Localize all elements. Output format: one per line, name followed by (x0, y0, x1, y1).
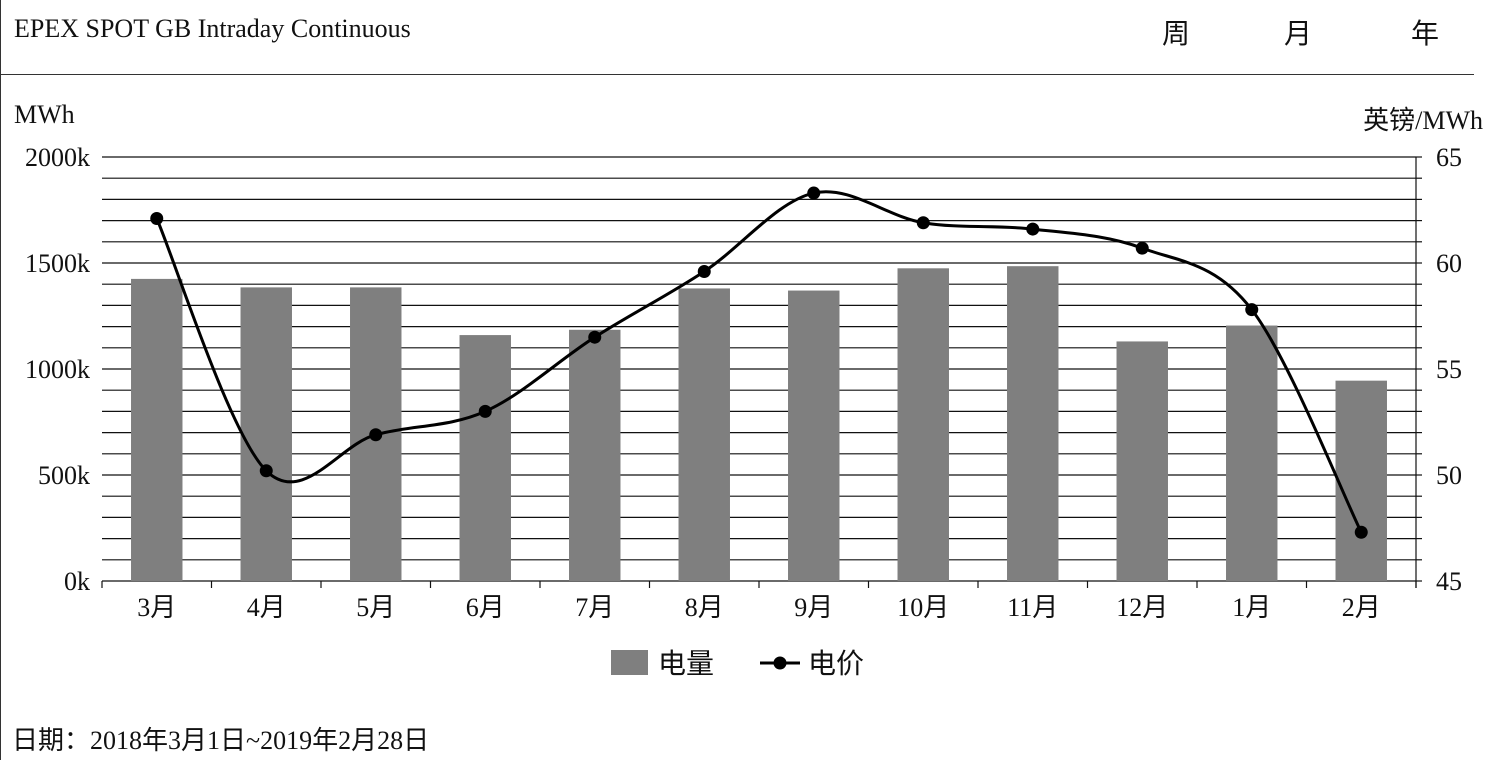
price-point (588, 330, 602, 344)
price-point (1026, 222, 1040, 236)
panel-left-border (0, 0, 1, 760)
right-tick-label: 45 (1436, 567, 1462, 596)
price-point (807, 186, 821, 200)
right-tick-label: 55 (1436, 355, 1462, 384)
price-point (1245, 303, 1259, 317)
right-tick-label: 50 (1436, 461, 1462, 490)
tab-year[interactable]: 年 (1410, 19, 1439, 50)
date-range: 日期：2018年3月1日~2019年2月28日 (12, 726, 430, 755)
tab-week[interactable]: 周 (1161, 19, 1190, 50)
bar (1226, 325, 1278, 581)
left-tick-label: 2000k (25, 143, 90, 172)
x-tick-label: 1月 (1232, 593, 1271, 622)
left-tick-label: 1000k (25, 355, 90, 384)
bar (569, 329, 621, 581)
x-tick-label: 2月 (1342, 593, 1381, 622)
legend-marker-price (773, 656, 787, 670)
price-point (916, 216, 930, 230)
price-line (155, 190, 1363, 533)
bar (459, 335, 511, 581)
bar (1116, 341, 1168, 581)
bar (240, 287, 292, 581)
x-tick-label: 10月 (897, 593, 949, 622)
bar (131, 278, 183, 581)
left-axis-unit: MWh (14, 100, 75, 129)
legend-label-volume: 电量 (658, 648, 714, 680)
x-tick-label: 5月 (356, 593, 395, 622)
x-tick-label: 6月 (466, 593, 505, 622)
price-point (150, 211, 164, 225)
x-tick-label: 7月 (575, 593, 614, 622)
left-tick-label: 0k (64, 567, 90, 596)
legend: 电量 电价 (611, 648, 864, 680)
bar (897, 268, 949, 581)
price-point (1135, 241, 1149, 255)
chart-svg: 0k 500k 1000k 1500k 2000k 45 50 55 60 65 3月 4月 5月 6月 7… (25, 143, 1462, 680)
right-tick-label: 65 (1436, 143, 1462, 172)
gridlines (102, 156, 1416, 582)
bar (788, 290, 840, 581)
legend-swatch-volume (611, 650, 648, 675)
left-tick-label: 500k (38, 461, 90, 490)
x-tick-label: 9月 (794, 593, 833, 622)
x-tick-label: 4月 (247, 593, 286, 622)
price-point (1354, 525, 1368, 539)
x-tick-label: 8月 (685, 593, 724, 622)
x-tick-label: 11月 (1007, 593, 1058, 622)
left-tick-label: 1500k (25, 249, 90, 278)
price-point (259, 464, 273, 478)
price-point (697, 264, 711, 278)
x-tick-label: 12月 (1116, 593, 1168, 622)
right-axis-unit: 英镑/MWh (1363, 106, 1483, 135)
bar (1335, 380, 1387, 581)
chart-title: EPEX SPOT GB Intraday Continuous (14, 14, 411, 43)
price-point (478, 404, 492, 418)
period-tabs: 周 月 年 (1115, 12, 1439, 52)
tab-month[interactable]: 月 (1283, 19, 1312, 50)
right-tick-label: 60 (1436, 249, 1462, 278)
bar (1007, 266, 1059, 581)
legend-label-price: 电价 (808, 648, 864, 680)
x-tick-label: 3月 (137, 593, 176, 622)
bar (678, 288, 730, 581)
price-point (369, 428, 383, 442)
header-divider (0, 74, 1474, 75)
